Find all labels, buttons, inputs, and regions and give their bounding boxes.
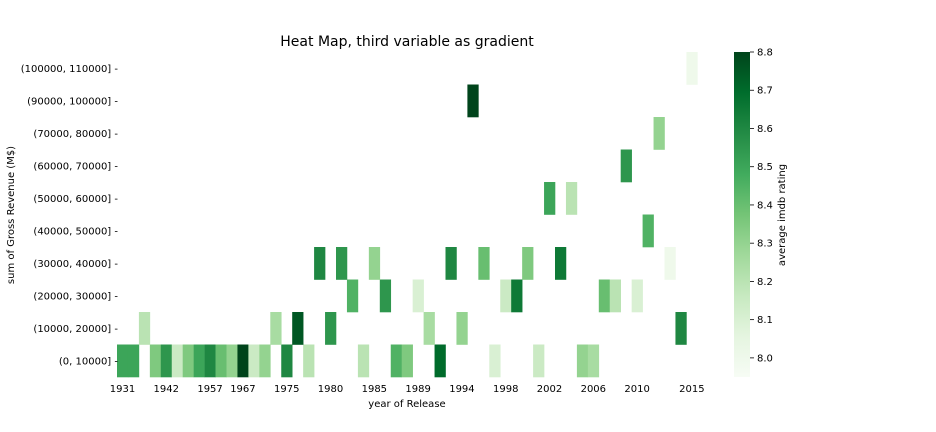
heatmap-cell — [226, 344, 238, 378]
y-tick-label: (10000, 20000] - — [33, 324, 118, 335]
y-tick-label: (30000, 40000] - — [33, 259, 118, 270]
x-tick-label: 1994 — [449, 384, 474, 395]
heatmap-cell — [368, 247, 381, 280]
x-axis-label: year of Release — [368, 399, 445, 410]
y-tick-label: (70000, 80000] - — [33, 129, 118, 140]
x-axis-ticks: 1931 1942 1957 1967 1975 1980 1985 1989 1994 1998… — [110, 384, 705, 395]
heatmap-cell — [500, 279, 512, 313]
colorbar-tick-label: 8.8 — [757, 48, 773, 59]
x-tick-label: 1989 — [405, 384, 430, 395]
y-tick-label: (90000, 100000] - — [27, 96, 118, 107]
y-tick-label: (20000, 30000] - — [33, 291, 118, 302]
heatmap-cell — [292, 312, 304, 345]
heatmap-cell — [565, 182, 578, 215]
colorbar-ticks: 8.0 8.1 8.2 8.3 8.4 8.5 8.6 8.7 8.8 — [750, 48, 773, 364]
heatmap-cell — [259, 344, 271, 378]
heatmap-cell — [456, 312, 468, 345]
heatmap-cell — [675, 312, 687, 345]
heatmap-cell — [631, 279, 643, 313]
heatmap-cell — [171, 344, 183, 378]
colorbar-label: average imdb rating — [777, 164, 788, 266]
heatmap-cell — [204, 344, 216, 378]
heatmap-cell — [314, 247, 326, 280]
heatmap-cell — [138, 312, 151, 345]
heatmap-cell — [390, 344, 402, 378]
heatmap-cell — [478, 247, 490, 280]
heatmap-cell — [325, 312, 337, 345]
heatmap-cell — [423, 312, 435, 345]
heatmap-cell — [182, 344, 194, 378]
x-tick-label: 1967 — [230, 384, 255, 395]
x-tick-label: 2002 — [537, 384, 562, 395]
heatmap-cell — [544, 182, 556, 215]
heatmap-cells — [117, 52, 698, 378]
heatmap-cell — [303, 344, 315, 378]
x-tick-label: 1942 — [154, 384, 179, 395]
heatmap-cell — [379, 279, 392, 313]
colorbar-tick-label: 8.2 — [757, 277, 773, 288]
x-tick-label: 2015 — [679, 384, 704, 395]
heatmap-cell — [522, 247, 534, 280]
x-tick-label: 1985 — [362, 384, 387, 395]
heatmap-cell — [248, 344, 260, 378]
heatmap-cell — [412, 279, 424, 313]
colorbar-tick-label: 8.0 — [757, 353, 773, 364]
heatmap-cell — [401, 344, 413, 378]
y-axis-ticks: (0, 10000] - (10000, 20000] - (20000, 3000… — [21, 64, 119, 368]
heatmap-cell — [149, 344, 162, 378]
heatmap-cell — [653, 117, 665, 150]
heatmap-cell — [467, 84, 479, 118]
chart-title: Heat Map, third variable as gradient — [280, 34, 534, 50]
x-tick-label: 1980 — [318, 384, 343, 395]
x-tick-label: 2010 — [624, 384, 649, 395]
colorbar-tick-label: 8.4 — [757, 200, 773, 211]
heatmap-cell — [434, 344, 446, 378]
heatmap-cell — [587, 344, 600, 378]
y-tick-label: (50000, 60000] - — [33, 194, 118, 205]
heatmap-cell — [642, 214, 654, 248]
x-tick-label: 1931 — [110, 384, 135, 395]
heatmap-cell — [598, 279, 611, 313]
y-tick-label: (40000, 50000] - — [33, 226, 118, 237]
heatmap-cell — [609, 279, 621, 313]
heatmap-cell — [160, 344, 173, 378]
heatmap-cell — [346, 279, 359, 313]
colorbar-tick-label: 8.1 — [757, 315, 773, 326]
heatmap-cell — [336, 247, 348, 280]
x-tick-label: 1957 — [197, 384, 222, 395]
y-axis-label: sum of Gross Revenue (M$) — [6, 146, 17, 284]
heatmap-cell — [664, 247, 676, 280]
y-tick-label: (100000, 110000] - — [21, 64, 119, 75]
colorbar-tick-label: 8.6 — [757, 124, 773, 135]
heatmap-cell — [533, 344, 545, 378]
heatmap-cell — [117, 344, 129, 378]
heatmap-cell — [127, 344, 140, 378]
heatmap-cell — [576, 344, 589, 378]
heatmap-cell — [489, 344, 501, 378]
heatmap-cell — [270, 312, 282, 345]
heatmap-cell — [555, 247, 567, 280]
heatmap-cell — [620, 149, 632, 183]
heatmap-cell — [281, 344, 293, 378]
heatmap-cell — [237, 344, 249, 378]
heatmap-cell — [445, 247, 457, 280]
heatmap-cell — [686, 52, 698, 85]
heatmap-cell — [357, 344, 370, 378]
heatmap-cell — [193, 344, 205, 378]
x-tick-label: 2006 — [581, 384, 606, 395]
y-tick-label: (60000, 70000] - — [33, 161, 118, 172]
x-tick-label: 1975 — [274, 384, 299, 395]
colorbar-tick-label: 8.5 — [757, 162, 773, 173]
colorbar-tick-label: 8.7 — [757, 86, 773, 97]
y-tick-label: (0, 10000] - — [59, 356, 119, 367]
colorbar — [734, 52, 750, 377]
x-tick-label: 1998 — [493, 384, 518, 395]
colorbar-tick-label: 8.3 — [757, 239, 773, 250]
heatmap-cell — [511, 279, 523, 313]
heatmap-cell — [215, 344, 227, 378]
